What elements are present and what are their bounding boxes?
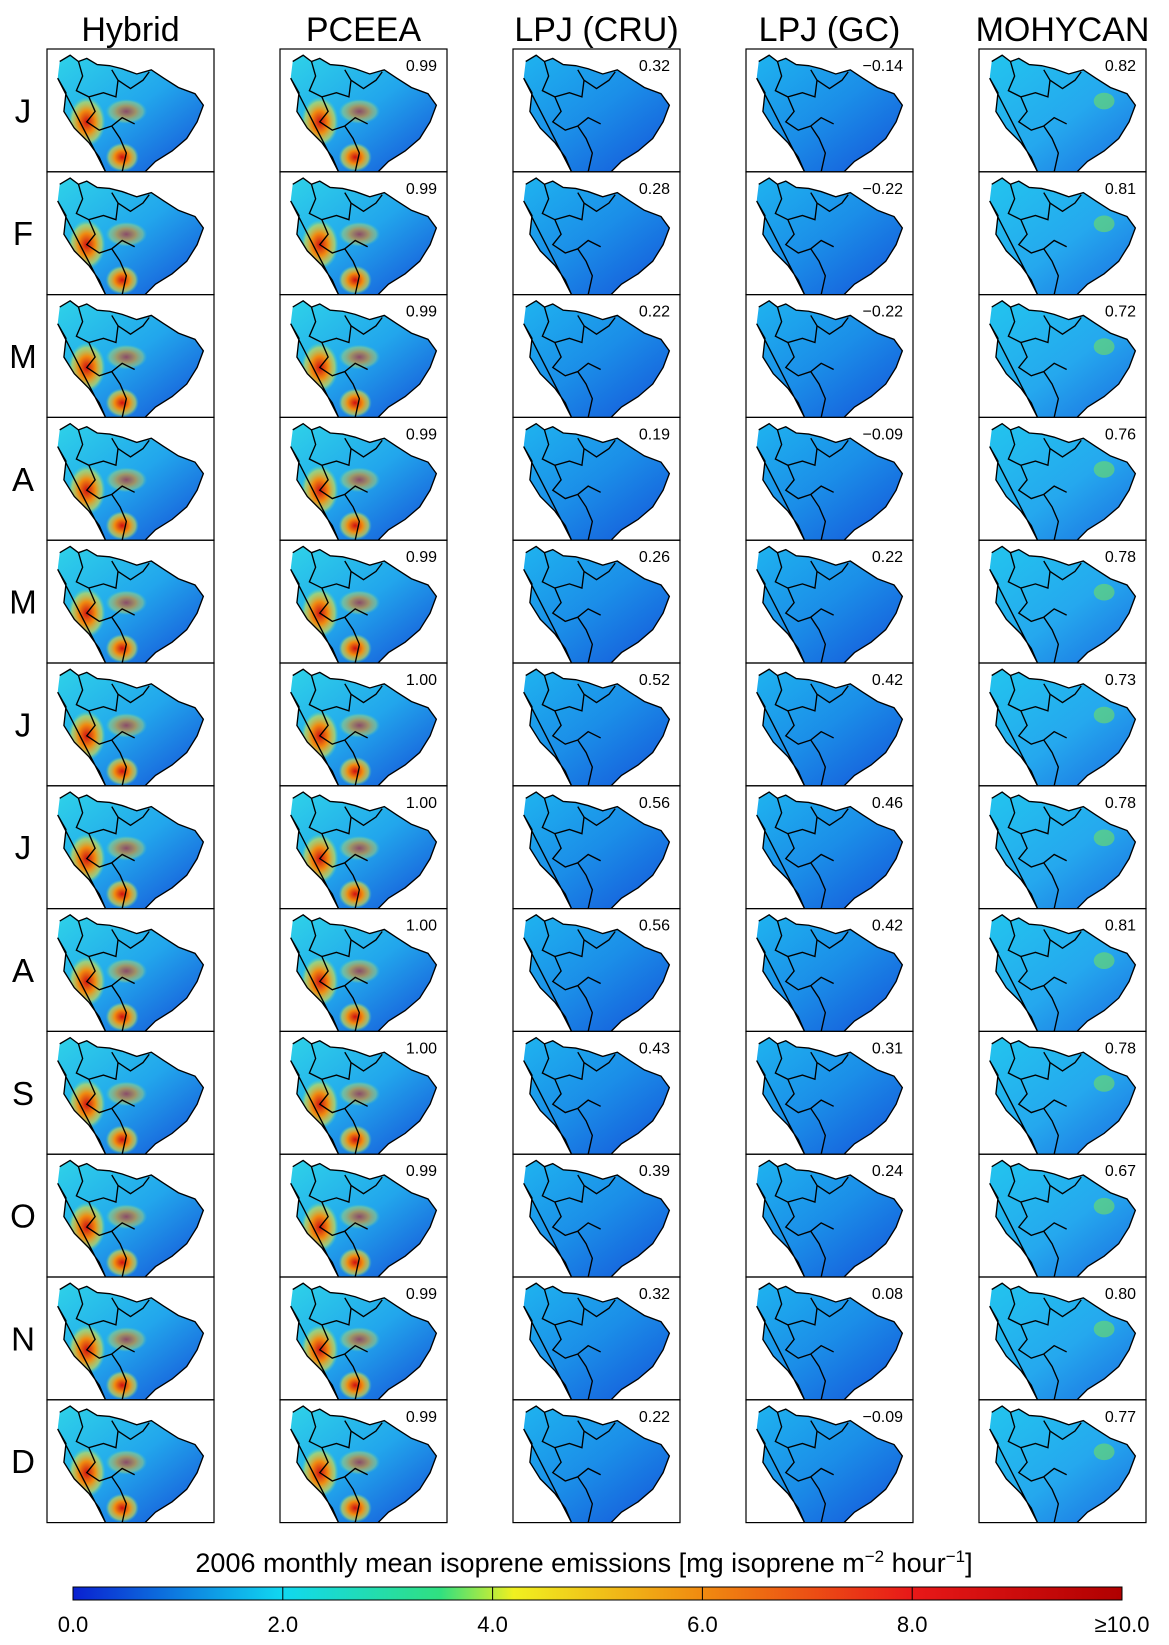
- correlation: −0.22: [863, 181, 904, 198]
- correlation: 0.56: [639, 795, 670, 812]
- correlation: 0.99: [406, 58, 437, 75]
- row-label: J: [15, 92, 32, 129]
- map-panel: [47, 909, 214, 1032]
- title-part: 2006 monthly mean isoprene emissions [mg…: [195, 1548, 864, 1578]
- colorbar-tick-label: ≥10.0: [1095, 1612, 1150, 1637]
- map-panel: [47, 49, 214, 172]
- map-panel: [47, 663, 214, 786]
- correlation: 0.81: [1105, 918, 1136, 935]
- correlation: 0.78: [1105, 1040, 1136, 1057]
- correlation: 1.00: [406, 795, 437, 812]
- correlation: 0.46: [872, 795, 903, 812]
- panel-frame: [279, 1399, 448, 1524]
- column-title: MOHYCAN: [976, 11, 1150, 49]
- correlation: 0.99: [406, 426, 437, 443]
- correlation: 0.73: [1105, 672, 1136, 689]
- panel-frame: [745, 1399, 914, 1524]
- correlation: 0.81: [1105, 181, 1136, 198]
- map-panel: [47, 295, 214, 418]
- correlation: 0.52: [639, 672, 670, 689]
- colorbar-tick-label: 0.0: [58, 1612, 89, 1637]
- colorbar-tick-label: 2.0: [268, 1612, 299, 1637]
- correlation: 0.24: [872, 1163, 903, 1180]
- correlation: −0.09: [863, 1409, 904, 1426]
- correlation: 0.99: [406, 1409, 437, 1426]
- correlation: 0.31: [872, 1040, 903, 1057]
- row-label: D: [11, 1443, 35, 1480]
- correlation: 0.28: [639, 181, 670, 198]
- colorbar-title: 2006 monthly mean isoprene emissions [mg…: [195, 1547, 972, 1578]
- row-label: M: [9, 338, 37, 375]
- row-label: A: [12, 461, 34, 498]
- column-title: LPJ (GC): [759, 11, 901, 49]
- panel-frame: [46, 1399, 215, 1524]
- correlation: 1.00: [406, 1040, 437, 1057]
- map-panel: [47, 786, 214, 909]
- correlation: 0.08: [872, 1286, 903, 1303]
- correlation: 0.99: [406, 1163, 437, 1180]
- correlation: 0.99: [406, 549, 437, 566]
- correlation: 0.26: [639, 549, 670, 566]
- correlation: −0.09: [863, 426, 904, 443]
- row-label: J: [15, 706, 32, 743]
- map-panel: [47, 1154, 214, 1277]
- map-panel: [47, 172, 214, 295]
- correlation: 0.99: [406, 1286, 437, 1303]
- title-part: hour: [884, 1548, 946, 1578]
- column-title: Hybrid: [81, 11, 179, 49]
- row-label: A: [12, 952, 34, 989]
- map-panel: [47, 1031, 214, 1154]
- colorbar-tick-label: 4.0: [477, 1612, 508, 1637]
- row-label: N: [11, 1320, 35, 1357]
- panel-frame: [512, 1399, 681, 1524]
- row-label: S: [12, 1075, 34, 1112]
- row-label: M: [9, 584, 37, 621]
- column-title: LPJ (CRU): [514, 11, 678, 49]
- column-title: PCEEA: [306, 11, 422, 49]
- correlation: 0.99: [406, 181, 437, 198]
- correlation: 0.67: [1105, 1163, 1136, 1180]
- correlation: 0.42: [872, 918, 903, 935]
- correlation: 0.72: [1105, 304, 1136, 321]
- correlation: 0.99: [406, 304, 437, 321]
- correlation: 0.32: [639, 1286, 670, 1303]
- correlation: 0.22: [872, 549, 903, 566]
- row-label: F: [13, 215, 33, 252]
- colorbar-tick-label: 8.0: [897, 1612, 928, 1637]
- correlation: 0.78: [1105, 795, 1136, 812]
- map-panel: [47, 540, 214, 663]
- correlation: 0.19: [639, 426, 670, 443]
- correlation: 1.00: [406, 672, 437, 689]
- correlation: 0.42: [872, 672, 903, 689]
- correlation: 0.56: [639, 918, 670, 935]
- row-label: J: [15, 829, 32, 866]
- panel-frame: [978, 1399, 1147, 1524]
- correlation: 0.80: [1105, 1286, 1136, 1303]
- map-panel: [47, 417, 214, 540]
- correlation: 0.39: [639, 1163, 670, 1180]
- correlation: 1.00: [406, 918, 437, 935]
- colorbar-tick-label: 6.0: [687, 1612, 718, 1637]
- correlation: 0.77: [1105, 1409, 1136, 1426]
- row-label: O: [10, 1198, 36, 1235]
- correlation: 0.76: [1105, 426, 1136, 443]
- title-sup: −1: [946, 1547, 965, 1566]
- correlation: 0.78: [1105, 549, 1136, 566]
- correlation: 0.22: [639, 1409, 670, 1426]
- map-panel: [47, 1277, 214, 1400]
- correlation: −0.22: [863, 304, 904, 321]
- correlation: 0.32: [639, 58, 670, 75]
- correlation: 0.43: [639, 1040, 670, 1057]
- correlation: −0.14: [863, 58, 904, 75]
- map-panel: [47, 1400, 214, 1523]
- colorbar: [72, 1586, 1123, 1601]
- correlation: 0.82: [1105, 58, 1136, 75]
- title-part: ]: [965, 1548, 973, 1578]
- title-sup: −2: [865, 1547, 884, 1566]
- correlation: 0.22: [639, 304, 670, 321]
